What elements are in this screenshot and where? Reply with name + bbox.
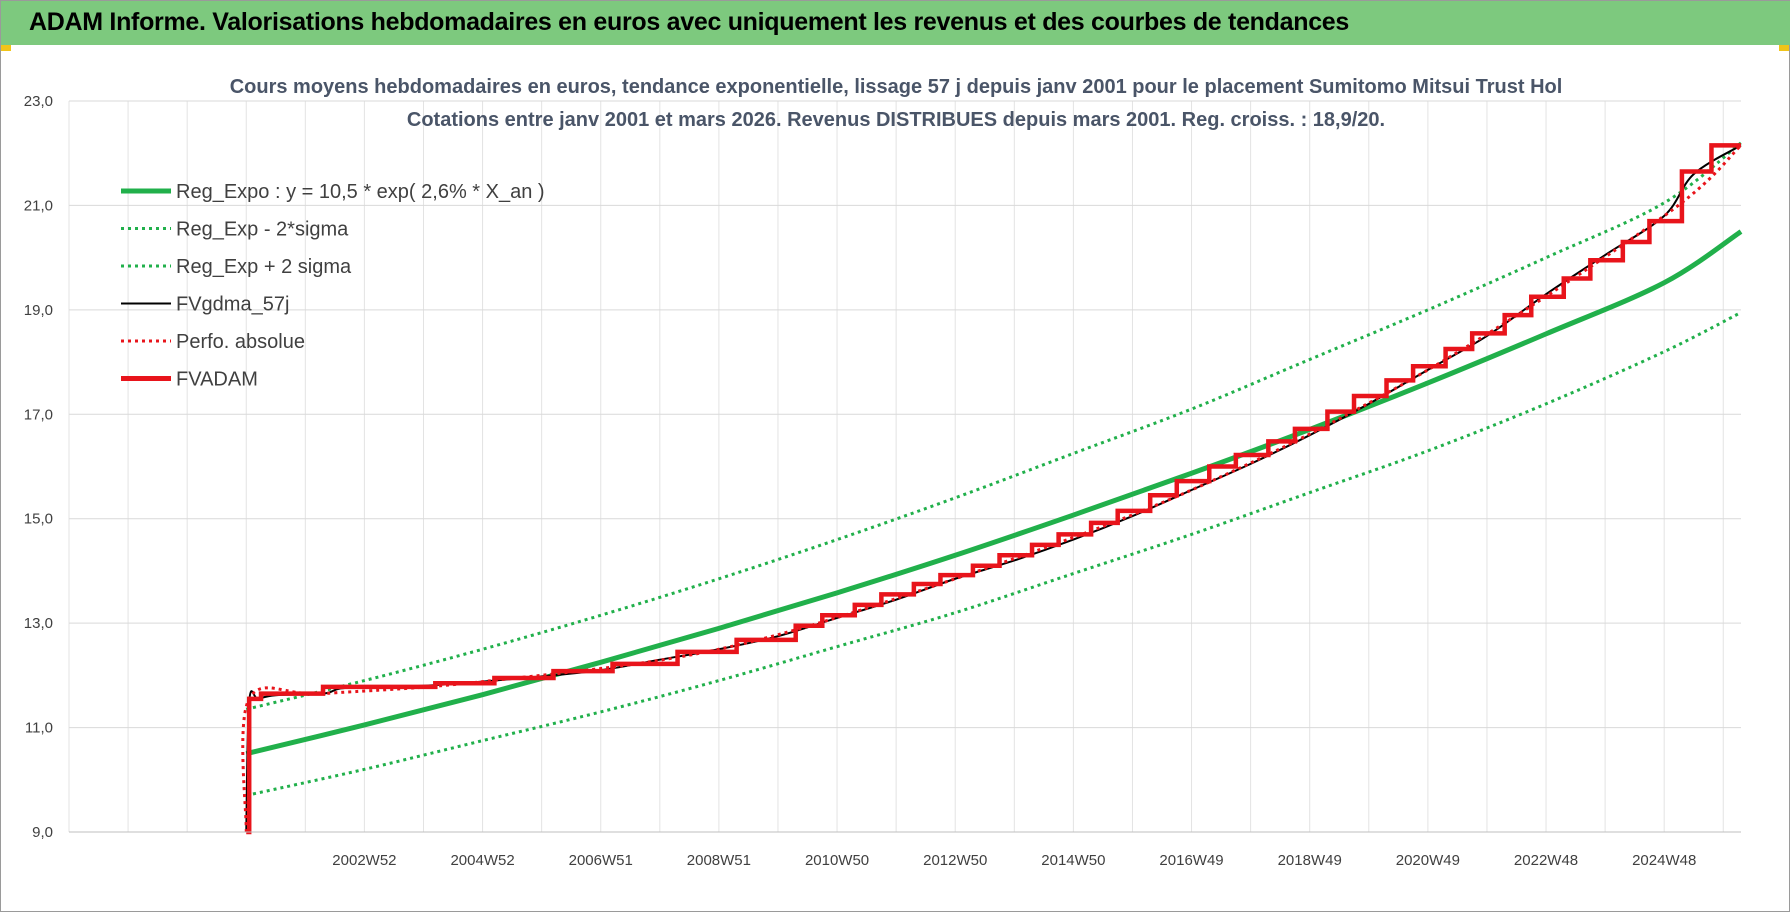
series-layer <box>241 141 1743 835</box>
legend: Reg_Expo : y = 10,5 * exp( 2,6% * X_an )… <box>121 181 545 391</box>
series-line-3 <box>245 144 1742 833</box>
y-tick-label: 21,0 <box>24 197 53 214</box>
x-tick-label: 2024W48 <box>1632 852 1696 869</box>
y-tick-label: 15,0 <box>24 511 53 528</box>
x-tick-label: 2010W50 <box>805 852 869 869</box>
axis-layer: 9,0 11,0 13,0 15,0 17,0 19,0 21,0 23,0 2002W52 20… <box>24 93 1741 869</box>
x-tick-label: 2014W50 <box>1041 852 1105 869</box>
x-tick-label: 2018W49 <box>1278 852 1342 869</box>
banner-title: ADAM Informe. Valorisations hebdomadaire… <box>29 8 1350 36</box>
series-line-4 <box>241 144 1743 833</box>
x-tick-label: 2012W50 <box>923 852 987 869</box>
legend-label-5: FVADAM <box>176 369 258 391</box>
x-tick-label: 2002W52 <box>332 852 396 869</box>
series-line-1 <box>245 311 1742 797</box>
x-tick-label: 2008W51 <box>687 852 751 869</box>
y-tick-label: 17,0 <box>24 406 53 423</box>
x-tick-label: 2022W48 <box>1514 852 1578 869</box>
legend-label-1: Reg_Exp - 2*sigma <box>176 219 349 241</box>
corner-mark-top-right <box>1779 45 1789 51</box>
series-line-2 <box>245 141 1742 711</box>
chart-title: Cours moyens hebdomadaires en euros, ten… <box>230 76 1563 98</box>
y-tick-label: 9,0 <box>32 824 53 841</box>
y-tick-label: 23,0 <box>24 93 53 110</box>
legend-label-3: FVgdma_57j <box>176 294 289 316</box>
series-line-5 <box>246 143 1741 835</box>
x-tick-label: 2020W49 <box>1396 852 1460 869</box>
y-tick-label: 11,0 <box>25 720 53 737</box>
legend-label-4: Perfo. absolue <box>176 331 305 353</box>
series-line-0 <box>245 229 1743 757</box>
legend-label-2: Reg_Exp + 2 sigma <box>176 256 352 278</box>
y-tick-label: 19,0 <box>24 302 53 319</box>
x-tick-label: 2006W51 <box>569 852 633 869</box>
chart-subtitle: Cotations entre janv 2001 et mars 2026. … <box>407 109 1385 131</box>
y-tick-label: 13,0 <box>24 615 53 632</box>
page-banner: ADAM Informe. Valorisations hebdomadaire… <box>1 1 1790 45</box>
grid-layer <box>68 100 1741 833</box>
corner-mark-top-left <box>1 45 11 51</box>
x-tick-label: 2016W49 <box>1159 852 1223 869</box>
x-tick-label: 2004W52 <box>450 852 514 869</box>
chart-svg: 9,0 11,0 13,0 15,0 17,0 19,0 21,0 23,0 2002W52 20… <box>24 76 1743 869</box>
legend-label-0: Reg_Expo : y = 10,5 * exp( 2,6% * X_an ) <box>176 181 545 203</box>
